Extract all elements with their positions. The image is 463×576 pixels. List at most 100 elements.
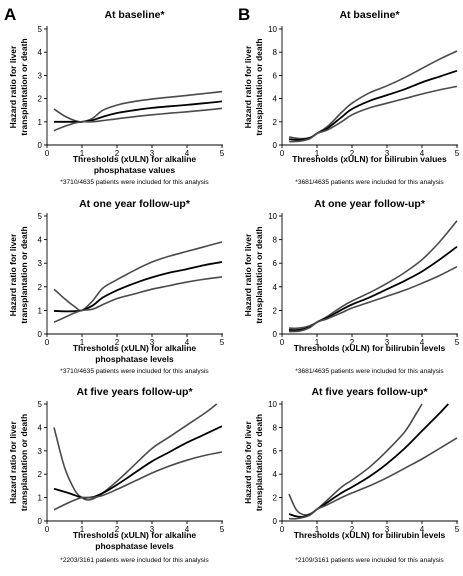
series-line-lower <box>288 265 458 333</box>
x-tick-label: 4 <box>420 525 425 534</box>
y-tick-label: 5 <box>38 212 43 221</box>
x-tick-label: 1 <box>80 338 85 347</box>
y-axis-label: transplantation or death <box>19 38 29 135</box>
chart-footnote: *3681/4635 patients were included for th… <box>295 368 444 375</box>
y-tick-label: 1 <box>38 494 43 503</box>
x-tick-label: 5 <box>220 149 225 158</box>
x-tick-label: 3 <box>385 149 390 158</box>
x-tick-label: 4 <box>185 338 190 347</box>
series-line-upper <box>288 220 458 330</box>
chart-b3: At five years follow-up* 0 2 4 6 8 10 0 1 2 3 4 5 Haz… <box>243 386 460 564</box>
chart-title: At baseline* <box>339 9 400 21</box>
y-tick-label: 0 <box>273 330 278 339</box>
x-tick-label: 2 <box>115 149 120 158</box>
y-tick-label: 0 <box>38 330 43 339</box>
x-tick-label: 1 <box>80 149 85 158</box>
series-line-estimate <box>53 261 223 313</box>
chart-title: At five years follow-up* <box>311 386 428 398</box>
charts: At baseline* 0 1 2 3 4 5 0 1 2 3 4 5 Hazard ratio for… <box>8 9 460 564</box>
y-tick-label: 2 <box>38 470 43 479</box>
panel-letter-b: B <box>238 5 250 24</box>
y-tick-label: 5 <box>38 400 43 409</box>
x-tick-label: 5 <box>220 338 225 347</box>
x-tick-label: 1 <box>315 525 320 534</box>
y-tick-label: 0 <box>38 141 43 150</box>
x-axis-label: phosphatase levels <box>95 354 174 364</box>
y-axis-label: Hazard ratio for liver <box>243 233 253 316</box>
y-tick-label: 2 <box>273 494 278 503</box>
series-line-lower <box>53 276 223 323</box>
x-tick-label: 3 <box>150 525 155 534</box>
y-tick-label: 3 <box>38 259 43 268</box>
y-tick-label: 0 <box>273 141 278 150</box>
series-line-estimate <box>288 69 458 141</box>
chart-title: At five years follow-up* <box>76 386 193 398</box>
series-line-estimate <box>288 403 449 518</box>
chart-footnote: *2203/3161 patients were included for th… <box>60 557 209 564</box>
y-tick-label: 6 <box>273 447 278 456</box>
y-axis-label: Hazard ratio for liver <box>8 420 18 503</box>
y-tick-label: 0 <box>273 517 278 526</box>
series-line-upper <box>53 403 218 501</box>
x-tick-label: 0 <box>280 525 285 534</box>
y-tick-label: 2 <box>273 118 278 127</box>
y-tick-label: 0 <box>38 517 43 526</box>
y-tick-label: 10 <box>268 400 277 409</box>
x-tick-label: 2 <box>350 525 355 534</box>
y-tick-label: 5 <box>38 25 43 34</box>
y-tick-label: 4 <box>38 236 43 245</box>
x-tick-label: 0 <box>45 149 50 158</box>
y-axis-label: transplantation or death <box>19 226 29 323</box>
x-tick-label: 0 <box>45 525 50 534</box>
series-line-upper <box>288 50 458 140</box>
y-axis-label: Hazard ratio for liver <box>243 420 253 503</box>
y-tick-label: 4 <box>38 48 43 57</box>
y-axis-label: transplantation or death <box>254 226 264 323</box>
chart-a3: At five years follow-up* 0 1 2 3 4 5 0 1 2 3 4 5 Haza… <box>8 386 225 564</box>
x-axis-label: Thresholds (xULN) for bilirubin levels <box>294 530 446 540</box>
series-line-lower <box>288 437 458 520</box>
x-tick-label: 5 <box>455 338 460 347</box>
series-line-upper <box>53 90 223 123</box>
y-tick-label: 10 <box>268 25 277 34</box>
series-line-estimate <box>288 245 458 332</box>
x-tick-label: 3 <box>150 149 155 158</box>
chart-b1: At baseline* 0 2 4 6 8 10 0 1 2 3 4 5 Hazard ratio fo… <box>243 9 460 186</box>
x-axis-label: phosphatase values <box>94 165 176 175</box>
x-tick-label: 0 <box>45 338 50 347</box>
x-tick-label: 2 <box>115 338 120 347</box>
x-tick-label: 1 <box>80 525 85 534</box>
x-tick-label: 1 <box>315 149 320 158</box>
x-tick-label: 2 <box>350 149 355 158</box>
x-tick-label: 4 <box>185 525 190 534</box>
y-tick-label: 1 <box>38 306 43 315</box>
x-tick-label: 4 <box>420 149 425 158</box>
y-axis-label: Hazard ratio for liver <box>8 45 18 128</box>
x-axis-label: Thresholds (xULN) for alkaline <box>73 154 197 164</box>
chart-footnote: *3710/4635 patients were included for th… <box>60 179 209 186</box>
y-tick-label: 1 <box>38 118 43 127</box>
x-tick-label: 0 <box>280 338 285 347</box>
x-tick-label: 5 <box>455 149 460 158</box>
x-axis-label: phosphatase levels <box>95 541 174 551</box>
y-tick-label: 4 <box>273 470 278 479</box>
x-tick-label: 4 <box>420 338 425 347</box>
series-line-lower <box>53 107 223 132</box>
y-tick-label: 2 <box>273 306 278 315</box>
chart-b2: At one year follow-up* 0 2 4 6 8 10 0 1 2 3 4 5 Hazar… <box>243 198 460 375</box>
x-axis-label: Thresholds (xULN) for alkaline <box>73 343 197 353</box>
y-tick-label: 4 <box>273 95 278 104</box>
y-tick-label: 6 <box>273 259 278 268</box>
x-axis-label: Thresholds (xULN) for alkaline <box>73 530 197 540</box>
panel-letter-a: A <box>4 5 16 24</box>
y-tick-label: 8 <box>273 423 278 432</box>
y-axis-label: Hazard ratio for liver <box>243 45 253 128</box>
series-line-lower <box>288 85 458 143</box>
y-tick-label: 10 <box>268 212 277 221</box>
x-axis-label: Thresholds (xULN) for bilirubin levels <box>294 343 446 353</box>
x-tick-label: 5 <box>220 525 225 534</box>
chart-footnote: *2109/3161 patients were included for th… <box>295 557 444 564</box>
y-tick-label: 3 <box>38 447 43 456</box>
y-tick-label: 8 <box>273 48 278 57</box>
